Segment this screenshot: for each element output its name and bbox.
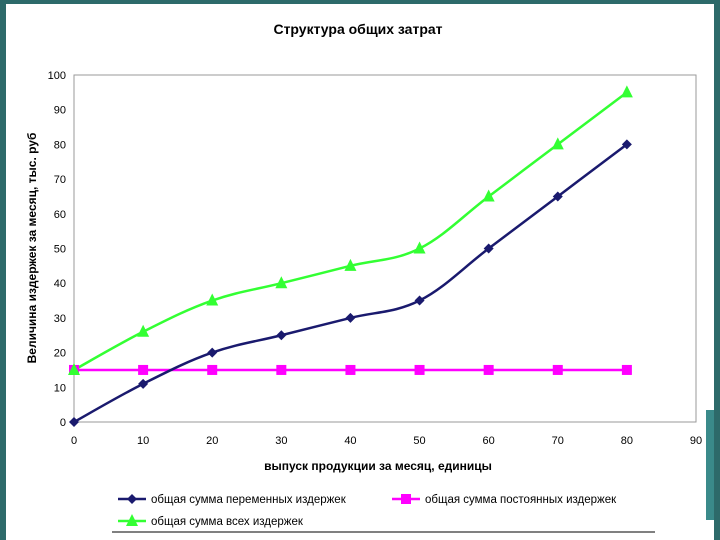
- plot-area: [73, 74, 697, 423]
- x-tick-label: 0: [71, 435, 77, 447]
- legend-swatch-marker: [127, 494, 137, 504]
- x-tick-label: 90: [690, 435, 702, 447]
- data-point: [620, 85, 633, 98]
- data-point: [345, 364, 356, 375]
- data-point: [138, 378, 149, 389]
- data-point: [345, 312, 356, 323]
- legend-label: общая сумма всех издержек: [151, 516, 304, 528]
- y-tick-label: 70: [54, 174, 66, 186]
- data-point: [137, 324, 150, 337]
- y-tick-label: 100: [48, 70, 66, 82]
- series-markers: [68, 85, 633, 427]
- data-point: [344, 258, 357, 271]
- y-tick-label: 80: [54, 139, 66, 151]
- y-tick-label: 90: [54, 105, 66, 117]
- side-accent: [706, 410, 714, 520]
- data-point: [483, 243, 494, 254]
- data-point: [414, 364, 425, 375]
- chart-title: Структура общих затрат: [273, 21, 442, 37]
- y-tick-label: 40: [54, 278, 66, 290]
- x-tick-label: 20: [206, 435, 218, 447]
- legend: общая сумма переменных издержек общая сум…: [118, 494, 617, 528]
- data-point: [69, 417, 79, 427]
- y-tick-label: 0: [60, 417, 66, 429]
- data-point: [207, 347, 218, 358]
- y-tick-label: 60: [54, 209, 66, 221]
- data-point: [482, 189, 495, 202]
- x-tick-label: 40: [344, 435, 356, 447]
- data-point: [552, 191, 563, 202]
- series-line: [73, 143, 628, 424]
- legend-swatch-marker: [401, 494, 411, 504]
- data-point: [68, 362, 80, 375]
- x-tick-label: 50: [413, 435, 425, 447]
- data-point: [483, 364, 494, 375]
- series-line: [73, 91, 628, 372]
- x-axis-title: выпуск продукции за месяц, единицы: [264, 459, 492, 473]
- x-tick-label: 10: [137, 435, 149, 447]
- legend-label: общая сумма постоянных издержек: [425, 494, 617, 506]
- y-tick-label: 30: [54, 313, 66, 325]
- axis-ticks: 0 10 20 30 40 50 60 70 80 90 0 10 20 30 40 50 60 70 80 90 10…: [48, 70, 702, 447]
- data-point: [413, 241, 426, 254]
- y-axis-title: Величина издержек за месяц, тыс. руб: [25, 133, 39, 364]
- data-point: [207, 364, 218, 375]
- legend-label: общая сумма переменных издержек: [151, 494, 347, 506]
- data-point: [206, 293, 219, 306]
- data-point: [551, 137, 564, 150]
- y-tick-label: 10: [54, 382, 66, 394]
- data-point: [621, 139, 632, 150]
- data-point: [276, 364, 287, 375]
- y-tick-label: 20: [54, 348, 66, 360]
- x-tick-label: 30: [275, 435, 287, 447]
- data-point: [552, 364, 563, 375]
- data-point: [276, 330, 287, 341]
- data-point: [414, 295, 425, 306]
- data-point: [275, 276, 288, 289]
- x-tick-label: 60: [483, 435, 495, 447]
- data-point: [138, 364, 149, 375]
- data-point: [621, 364, 632, 375]
- y-tick-label: 50: [54, 244, 66, 256]
- x-tick-label: 70: [552, 435, 564, 447]
- x-tick-label: 80: [621, 435, 633, 447]
- legend-swatch-marker: [126, 514, 138, 526]
